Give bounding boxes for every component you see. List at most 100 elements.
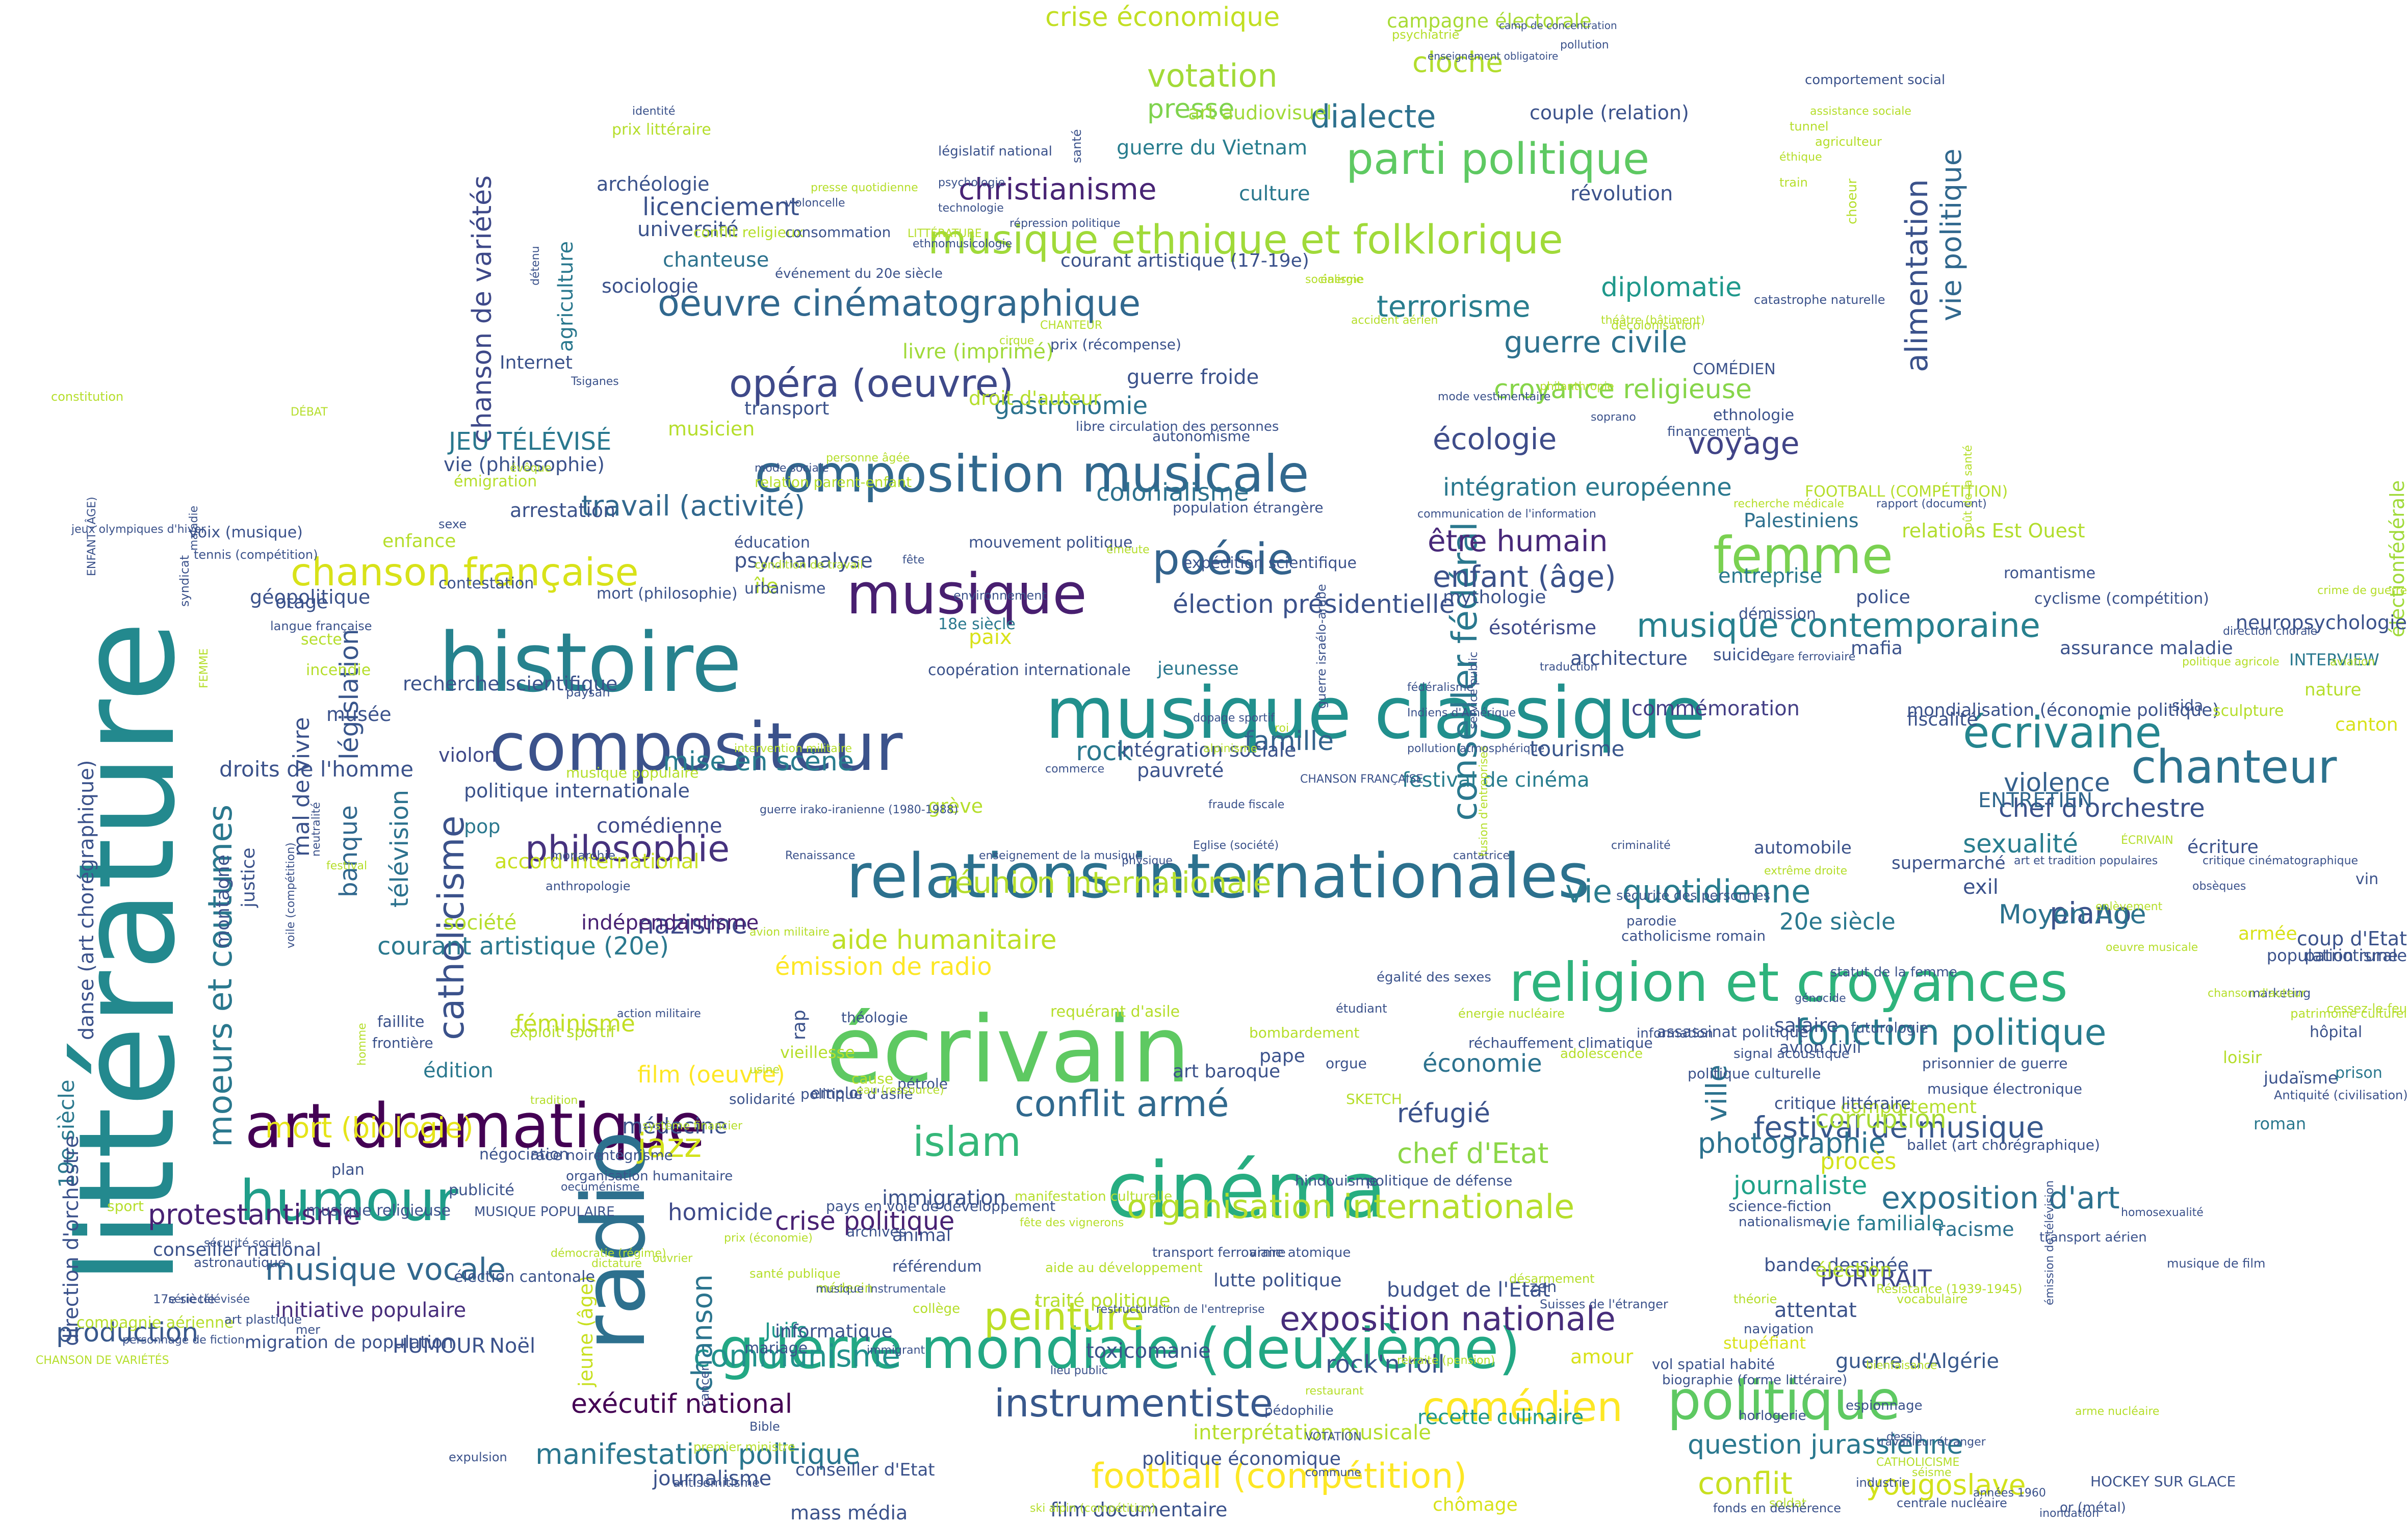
- word-energie-nucleaire: énergie nucléaire: [1458, 1006, 1565, 1021]
- word-economie: économie: [1422, 1049, 1542, 1078]
- word-humour: HUMOUR: [393, 1334, 486, 1358]
- word-romantisme: romantisme: [2004, 564, 2096, 582]
- word-humour: humour: [240, 1168, 458, 1233]
- word-assistance-sociale: assistance sociale: [1810, 105, 1911, 118]
- word-proces: procès: [1820, 1148, 1897, 1175]
- word-mort-biologie: mort (biologie): [265, 1112, 474, 1144]
- word-sexualite: sexualité: [1963, 829, 2079, 859]
- word-canton: canton: [2335, 714, 2398, 735]
- word-musique: musique: [846, 561, 1087, 627]
- word-vie-familiale: vie familiale: [1820, 1212, 1945, 1235]
- word-roman: roman: [2254, 1114, 2307, 1133]
- word-chanteur: chanteur: [2131, 740, 2337, 794]
- word-biographie-forme-litteraire: biographie (forme littéraire): [1662, 1373, 1848, 1388]
- word-election-cantonale: élection cantonale: [454, 1268, 595, 1286]
- word-sante-publique: santé publique: [749, 1267, 841, 1281]
- word-musique-populaire: MUSIQUE POPULAIRE: [474, 1204, 615, 1220]
- word-universite: université: [637, 218, 739, 241]
- word-obseques: obsèques: [2192, 880, 2246, 893]
- word-question-jurassienne: question jurassienne: [1688, 1430, 1963, 1460]
- word-politique-d-asile: politique d'asile: [800, 1086, 913, 1102]
- word-edition: édition: [423, 1059, 494, 1082]
- word-fiscalite: fiscalité: [1907, 709, 1978, 730]
- word-danse-art-choregraphique: danse (art chorégraphique): [75, 760, 98, 1040]
- word-informatique: informatique: [775, 1321, 893, 1342]
- word-justice: justice: [238, 847, 259, 908]
- word-aide-au-developpement: aide au développement: [1045, 1260, 1203, 1276]
- word-agriculteur: agriculteur: [1815, 135, 1882, 149]
- word-libre-circulation-des-personnes: libre circulation des personnes: [1076, 419, 1279, 434]
- word-statut-de-la-femme: statut de la femme: [1830, 965, 1957, 980]
- word-pape: pape: [1259, 1046, 1305, 1067]
- word-theologie: théologie: [841, 1009, 908, 1026]
- word-identite: identité: [632, 105, 676, 118]
- word-direction-chorale: direction chorale: [2223, 625, 2318, 638]
- word-couple-relation: couple (relation): [1530, 101, 1689, 124]
- word-opera-oeuvre: opéra (oeuvre): [729, 361, 1014, 406]
- word-campagne-electorale: campagne électorale: [1387, 10, 1592, 32]
- word-immigration: immigration: [882, 1186, 1006, 1210]
- word-oecumenisme: oecuménisme: [561, 1181, 640, 1194]
- word-tourisme: tourisme: [1530, 736, 1625, 761]
- word-internet: Internet: [500, 352, 573, 373]
- word-education: éducation: [734, 534, 810, 552]
- word-parodie: parodie: [1626, 914, 1677, 929]
- word-festival: festival: [326, 860, 368, 872]
- word-indiens-d-amerique: Indiens d'Amérique: [1407, 707, 1516, 719]
- word-sida: sida: [2172, 697, 2204, 715]
- word-violon: violon: [438, 744, 497, 766]
- word-television: télévision: [385, 789, 414, 908]
- word-espionnage: espionnage: [1846, 1398, 1923, 1413]
- word-antiquite-civilisation: Antiquité (civilisation): [2274, 1088, 2408, 1102]
- word-noel: Noël: [489, 1334, 536, 1358]
- word-genocide: génocide: [1795, 992, 1846, 1005]
- word-oeuvre-musicale: oeuvre musicale: [2106, 941, 2198, 954]
- word-mouvement-politique: mouvement politique: [969, 534, 1133, 552]
- word-lutte-politique: lutte politique: [1213, 1270, 1342, 1291]
- word-conflit: conflit: [1698, 1466, 1793, 1502]
- word-information: information: [1637, 1026, 1714, 1041]
- word-mafia: mafia: [1851, 638, 1903, 659]
- word-pays-en-voie-de-developpement: pays en voie de développement: [826, 1198, 1056, 1215]
- word-musique-religieuse: musique religieuse: [306, 1202, 451, 1220]
- word-votation: VOTATION: [1305, 1431, 1362, 1443]
- word-art-plastique: art plastique: [224, 1312, 302, 1327]
- word-election-presidentielle: élection présidentielle: [1173, 589, 1455, 619]
- word-pedophilie: pédophilie: [1264, 1403, 1334, 1418]
- word-antisemitisme: antisémitisme: [673, 1476, 760, 1490]
- word-population-rurale: population rurale: [2266, 946, 2407, 965]
- word-politique-economique: politique économique: [1142, 1449, 1341, 1469]
- word-fraude-fiscale: fraude fiscale: [1208, 798, 1285, 811]
- word-aide-humanitaire: aide humanitaire: [831, 925, 1057, 955]
- word-ski-alpin-competition: ski alpin (compétition): [1030, 1502, 1156, 1515]
- word-signal-acoustique: signal acoustique: [1733, 1046, 1850, 1062]
- word-executif-national: exécutif national: [571, 1389, 793, 1419]
- word-race-noire: race noire: [530, 1147, 602, 1164]
- word-assurance-maladie: assurance maladie: [2060, 638, 2233, 659]
- word-rock-n-roll: rock'n'roll: [1326, 1350, 1445, 1379]
- word-transport-ferroviaire: transport ferroviaire: [1152, 1245, 1286, 1260]
- word-roi: roi: [1275, 722, 1289, 735]
- word-vol-spatial-habite: vol spatial habité: [1652, 1356, 1775, 1373]
- word-nature: nature: [2305, 680, 2362, 700]
- word-art-audiovisuel: art audiovisuel: [1188, 101, 1332, 124]
- word-population-etrangere: population étrangère: [1173, 499, 1324, 516]
- word-hockey-sur-glace: HOCKEY SUR GLACE: [2090, 1473, 2236, 1490]
- word-eau-ressource: eau (ressource): [857, 1084, 944, 1097]
- word-corruption: corruption: [1815, 1104, 1947, 1134]
- word-service-public: service public: [1467, 652, 1480, 729]
- word-bible: Bible: [749, 1419, 780, 1434]
- word-horlogerie: horlogerie: [1739, 1408, 1806, 1424]
- word-mode-sociale: mode sociale: [755, 462, 829, 475]
- word-recherche-medicale: recherche médicale: [1733, 498, 1845, 510]
- word-camp-de-concentration: camp de concentration: [1499, 19, 1617, 32]
- word-choeur: choeur: [1845, 178, 1860, 224]
- word-otage: otage: [275, 592, 328, 613]
- word-crime-de-guerre: crime de guerre: [2317, 584, 2407, 597]
- word-consommation: consommation: [785, 224, 891, 241]
- word-prisonnier-de-guerre: prisonnier de guerre: [1922, 1055, 2068, 1072]
- word-portrait: PORTRAIT: [1820, 1265, 1932, 1292]
- word-intervention-militaire: intervention militaire: [734, 742, 852, 755]
- word-neutralite: neutralité: [310, 802, 323, 857]
